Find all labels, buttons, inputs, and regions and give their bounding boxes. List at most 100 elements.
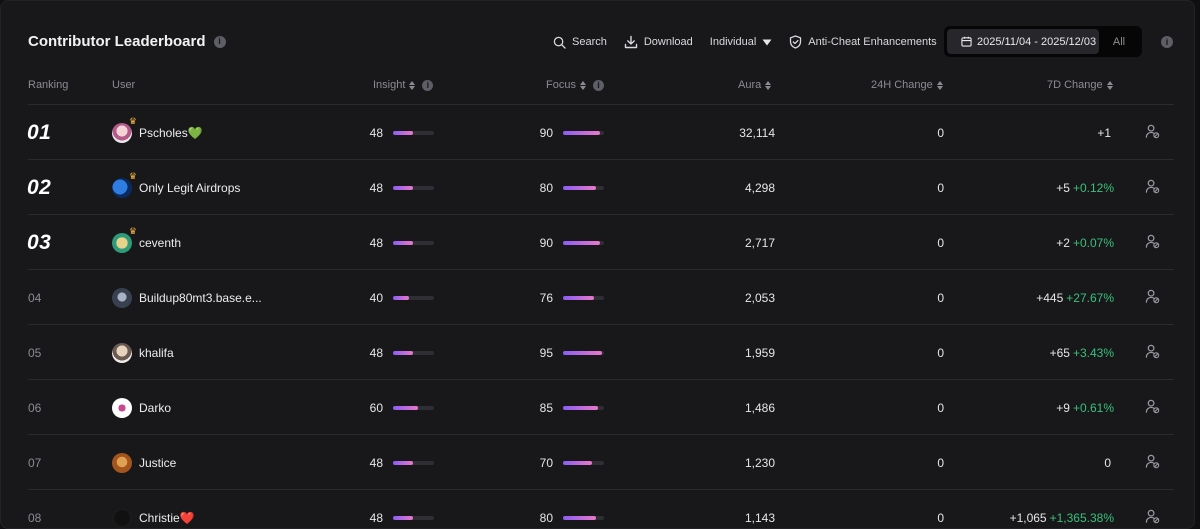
calendar-icon	[961, 36, 972, 47]
focus-value: 80	[539, 510, 553, 525]
table-row[interactable]: 05 khalifa 48 95 1,959 0 +65 +3.43%	[1, 325, 1194, 380]
user-cell[interactable]: ♛ Pscholes💚	[112, 105, 203, 160]
avatar	[112, 507, 132, 528]
column-header-aura[interactable]: Aura	[738, 79, 772, 91]
change-24h-value: 0	[937, 235, 944, 250]
username: Pscholes💚	[139, 125, 203, 140]
user-check-icon[interactable]	[1145, 234, 1160, 249]
divider	[28, 434, 1174, 435]
date-range-picker[interactable]: 2025/11/04 - 2025/12/03	[947, 29, 1099, 54]
change-7d-percent: +0.12%	[1072, 180, 1114, 195]
focus-bar	[563, 516, 604, 520]
column-header-focus[interactable]: Focus i	[546, 79, 604, 91]
mode-dropdown[interactable]: Individual	[710, 36, 772, 48]
user-check-icon[interactable]	[1145, 124, 1160, 139]
focus-bar	[563, 406, 604, 410]
rank: 08	[28, 510, 42, 525]
username: khalifa	[139, 345, 174, 360]
change-24h-value: 0	[937, 400, 944, 415]
insight-value: 48	[369, 180, 383, 195]
divider	[28, 489, 1174, 490]
insight-bar	[393, 516, 434, 520]
user-cell[interactable]: Buildup80mt3.base.e...	[112, 270, 262, 325]
column-label: 7D Change	[1047, 79, 1103, 91]
username: Justice	[139, 455, 177, 470]
user-cell[interactable]: ♛ ceventh	[112, 215, 181, 270]
insight-bar	[393, 131, 434, 135]
insight-value: 48	[369, 455, 383, 470]
user-check-icon[interactable]	[1145, 344, 1160, 359]
table-row[interactable]: 01 ♛ Pscholes💚 48 90 32,114 0 +1	[1, 105, 1194, 160]
rank: 06	[28, 400, 42, 415]
user-cell[interactable]: Justice	[112, 435, 176, 490]
aura-value: 4,298	[744, 180, 775, 195]
column-header-7d-change[interactable]: 7D Change	[1047, 79, 1113, 91]
avatar: ♛	[112, 226, 137, 253]
column-header-24h-change[interactable]: 24H Change	[871, 79, 943, 91]
user-cell[interactable]: Darko	[112, 380, 171, 435]
user-check-icon[interactable]	[1145, 509, 1160, 524]
aura-value: 1,486	[744, 400, 775, 415]
info-icon[interactable]: i	[1161, 36, 1173, 48]
column-label: 24H Change	[871, 79, 933, 91]
table-row[interactable]: 06 Darko 60 85 1,486 0 +9 +0.61%	[1, 380, 1194, 435]
download-label: Download	[643, 36, 693, 48]
change-7d-percent: +27.67%	[1066, 290, 1114, 305]
anticheat-button[interactable]: Anti-Cheat Enhancements	[789, 35, 937, 49]
change-24h-value: 0	[937, 455, 944, 470]
column-label: Ranking	[28, 79, 69, 91]
change-7d: 0	[961, 435, 1114, 490]
rank: 03	[27, 230, 52, 254]
focus-value: 85	[539, 400, 553, 415]
aura-value: 2,717	[744, 235, 775, 250]
focus-bar	[563, 131, 604, 135]
avatar	[112, 287, 132, 308]
focus-value: 90	[539, 235, 553, 250]
change-7d-value: +445	[1036, 290, 1064, 305]
divider	[28, 214, 1174, 215]
user-check-icon[interactable]	[1145, 289, 1160, 304]
rank: 01	[27, 120, 52, 144]
table-row[interactable]: 02 ♛ Only Legit Airdrops 48 80 4,298 0 +…	[1, 160, 1194, 215]
info-icon[interactable]: i	[592, 79, 604, 91]
focus-value: 95	[539, 345, 553, 360]
download-button[interactable]: Download	[624, 35, 693, 49]
column-header-insight[interactable]: Insight i	[373, 79, 434, 91]
page-title-text: Contributor Leaderboard	[28, 33, 206, 50]
aura-value: 32,114	[739, 125, 775, 140]
sort-icon	[936, 80, 943, 90]
table-row[interactable]: 03 ♛ ceventh 48 90 2,717 0 +2 +0.07%	[1, 215, 1194, 270]
search-label: Search	[572, 36, 607, 48]
user-cell[interactable]: Christie❤️	[112, 490, 195, 528]
info-icon[interactable]: i	[422, 79, 434, 91]
insight-bar	[393, 406, 434, 410]
user-cell[interactable]: khalifa	[112, 325, 174, 380]
avatar	[112, 452, 132, 473]
divider	[28, 324, 1174, 325]
aura-value: 1,230	[744, 455, 775, 470]
crown-icon: ♛	[128, 225, 137, 236]
divider	[28, 159, 1174, 160]
user-check-icon[interactable]	[1145, 399, 1160, 414]
focus-bar	[563, 461, 604, 465]
user-check-icon[interactable]	[1145, 179, 1160, 194]
all-time-toggle[interactable]: All	[1112, 35, 1126, 48]
table-row[interactable]: 07 Justice 48 70 1,230 0 0	[1, 435, 1194, 490]
table-row[interactable]: 04 Buildup80mt3.base.e... 40 76 2,053 0 …	[1, 270, 1194, 325]
rank: 04	[28, 290, 42, 305]
change-7d-percent: +3.43%	[1072, 345, 1114, 360]
insight-bar	[393, 461, 434, 465]
user-cell[interactable]: ♛ Only Legit Airdrops	[112, 160, 240, 215]
page-title: Contributor Leaderboard i	[28, 33, 226, 50]
toolbar: Search Download Individual Anti-Cheat En…	[553, 27, 954, 57]
caret-down-icon	[762, 39, 772, 45]
table-row[interactable]: 08 Christie❤️ 48 80 1,143 0 +1,065 +1,365…	[1, 490, 1194, 528]
info-icon[interactable]: i	[213, 35, 226, 48]
column-label: Focus	[546, 79, 576, 91]
focus-value: 90	[539, 125, 553, 140]
user-check-icon[interactable]	[1145, 454, 1160, 469]
change-24h-value: 0	[937, 290, 944, 305]
search-button[interactable]: Search	[553, 36, 607, 49]
change-24h-value: 0	[937, 510, 944, 525]
sort-icon	[409, 80, 416, 90]
